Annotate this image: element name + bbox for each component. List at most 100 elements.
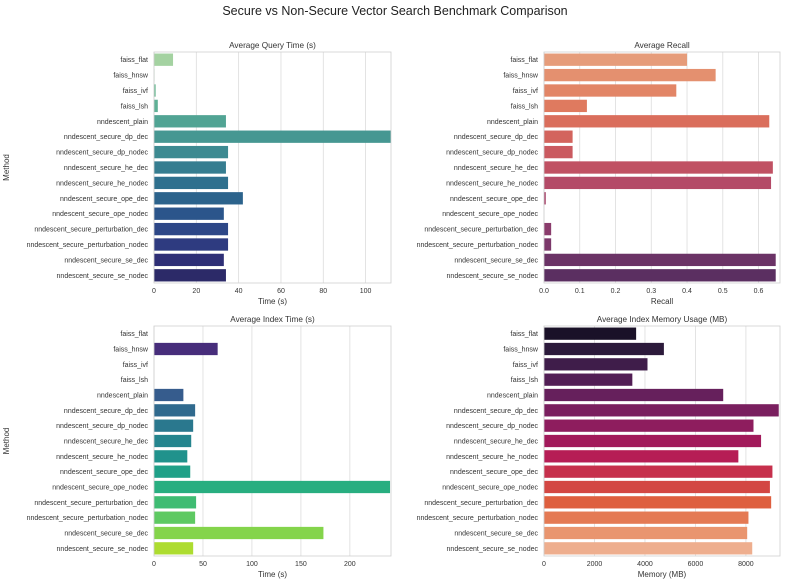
figure-title: Secure vs Non-Secure Vector Search Bench… <box>222 4 567 18</box>
tick-label: 6000 <box>688 561 704 568</box>
plot-frame <box>153 51 392 284</box>
tick-label: 4000 <box>637 561 653 568</box>
category-label: nndescent_secure_he_dec <box>454 165 539 172</box>
panel-title: Average Query Time (s) <box>229 41 316 50</box>
category-label: nndescent_secure_perturbation_nodec <box>27 242 149 249</box>
category-label: faiss_lsh <box>121 377 148 384</box>
bar <box>154 465 191 478</box>
category-label: nndescent_secure_se_dec <box>454 531 538 538</box>
category-label: faiss_ivf <box>123 88 148 95</box>
category-label: nndescent_secure_he_dec <box>454 439 539 446</box>
tick-label: 0.0 <box>539 288 549 295</box>
category-label: nndescent_secure_he_dec <box>64 165 149 172</box>
bar <box>154 99 158 113</box>
category-label: faiss_hnsw <box>113 73 149 80</box>
category-label: nndescent_secure_dp_dec <box>64 408 149 415</box>
bar <box>544 450 739 463</box>
bar <box>154 238 229 251</box>
category-label: nndescent_secure_se_nodec <box>447 546 539 553</box>
category-label: nndescent_secure_se_nodec <box>57 273 149 280</box>
bar <box>154 419 194 432</box>
bar <box>544 161 773 174</box>
tick-label: 20 <box>192 288 200 295</box>
plot-frame <box>153 325 392 557</box>
panel-title: Average Index Memory Usage (MB) <box>597 315 728 324</box>
category-label: nndescent_secure_ope_dec <box>60 196 148 203</box>
category-label: faiss_lsh <box>121 103 148 110</box>
bar <box>544 192 546 205</box>
tick-label: 60 <box>277 288 285 295</box>
tick-label: 2000 <box>587 561 603 568</box>
x-axis-label: Recall <box>651 297 673 306</box>
bar <box>154 526 324 540</box>
bar <box>544 526 748 540</box>
bar <box>544 542 753 555</box>
category-label: faiss_lsh <box>511 103 538 110</box>
bar <box>544 130 573 143</box>
tick-label: 0.2 <box>611 288 621 295</box>
y-axis-label: Method <box>2 428 11 455</box>
category-label: faiss_ivf <box>513 88 538 95</box>
tick-label: 40 <box>235 288 243 295</box>
bar <box>154 84 156 97</box>
tick-label: 0 <box>542 561 546 568</box>
tick-label: 200 <box>344 561 356 568</box>
bar <box>544 511 749 524</box>
panel-title: Average Recall <box>634 41 690 50</box>
category-label: faiss_hnsw <box>503 73 539 80</box>
x-axis-label: Time (s) <box>258 297 287 306</box>
category-label: faiss_lsh <box>511 377 538 384</box>
tick-label: 150 <box>295 561 307 568</box>
bar <box>544 68 716 82</box>
category-label: nndescent_secure_ope_nodec <box>442 211 538 218</box>
bar <box>154 269 226 282</box>
category-label: faiss_flat <box>510 57 538 64</box>
plot-frame <box>543 325 781 557</box>
bar <box>544 373 633 386</box>
category-label: nndescent_secure_dp_nodec <box>56 423 148 430</box>
chart-panel-4: faiss_flat faiss_hnsw faiss_ivf faiss_lshnn… <box>417 315 781 579</box>
category-label: nndescent_secure_he_nodec <box>56 180 148 187</box>
category-label: nndescent_plain <box>97 393 148 400</box>
bar <box>544 358 648 371</box>
bar <box>154 115 226 128</box>
category-label: faiss_flat <box>510 331 538 338</box>
bar <box>154 161 226 174</box>
bar <box>544 480 770 494</box>
category-label: faiss_hnsw <box>113 347 149 354</box>
category-label: nndescent_secure_se_dec <box>454 257 538 264</box>
category-label: nndescent_secure_perturbation_dec <box>424 227 538 234</box>
category-label: faiss_flat <box>120 331 148 338</box>
bar <box>154 496 197 509</box>
tick-label: 0.6 <box>754 288 764 295</box>
panel-title: Average Index Time (s) <box>230 315 315 324</box>
bar <box>544 342 664 356</box>
bar <box>154 176 229 190</box>
category-label: nndescent_secure_perturbation_dec <box>34 500 148 507</box>
category-label: nndescent_secure_ope_dec <box>60 469 148 476</box>
tick-label: 0 <box>152 561 156 568</box>
category-label: nndescent_secure_perturbation_dec <box>424 500 538 507</box>
category-label: nndescent_secure_se_nodec <box>57 546 149 553</box>
bar <box>154 192 243 205</box>
bar <box>154 542 194 555</box>
bar <box>154 404 196 417</box>
tick-label: 0.3 <box>646 288 656 295</box>
bar <box>544 145 573 159</box>
category-label: nndescent_secure_perturbation_nodec <box>417 515 539 522</box>
category-label: nndescent_secure_perturbation_dec <box>34 227 148 234</box>
bar <box>544 388 724 402</box>
category-label: nndescent_plain <box>97 119 148 126</box>
tick-label: 0.4 <box>682 288 692 295</box>
tick-label: 100 <box>246 561 258 568</box>
bar <box>154 511 196 524</box>
category-label: nndescent_secure_he_nodec <box>56 454 148 461</box>
x-axis-label: Time (s) <box>258 570 287 579</box>
bar <box>154 434 192 448</box>
category-label: nndescent_plain <box>487 119 538 126</box>
bar <box>154 388 184 402</box>
category-label: nndescent_secure_se_nodec <box>447 273 539 280</box>
category-label: nndescent_secure_dp_nodec <box>56 150 148 157</box>
category-label: faiss_ivf <box>513 362 538 369</box>
tick-label: 100 <box>360 288 372 295</box>
